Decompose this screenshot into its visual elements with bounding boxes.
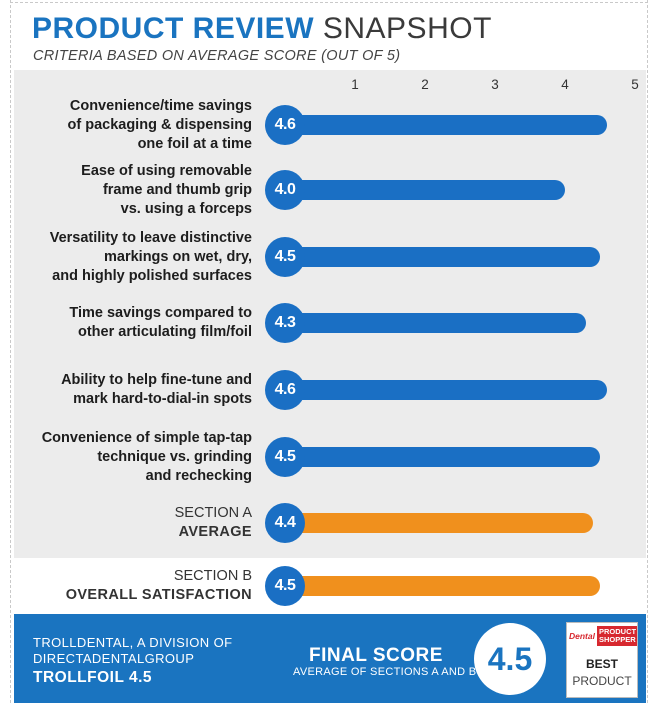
criterion-1-score-badge: 4.6 (265, 105, 305, 145)
x-tick-label: 4 (561, 77, 569, 92)
criterion-6-score-badge: 4.5 (265, 437, 305, 477)
award-header: Dental PRODUCT SHOPPER (567, 623, 637, 649)
criterion-3-bar (285, 247, 600, 267)
criterion-2-label-line: vs. using a forceps (120, 200, 252, 217)
criterion-4-bar (285, 313, 586, 333)
frame-border-right (647, 0, 648, 703)
criterion-3-score-badge: 4.5 (265, 237, 305, 277)
criterion-6-label-line: technique vs. grinding (97, 448, 252, 465)
section-a-average-label: SECTION A AVERAGE (175, 504, 252, 542)
product-name: TROLLFOIL 4.5 (33, 669, 153, 686)
page-title: PRODUCT REVIEW SNAPSHOT (32, 12, 492, 46)
criterion-6-label-line: and rechecking (145, 467, 252, 484)
section-a-average-label-line: SECTION A (174, 505, 252, 521)
criterion-2-label: Ease of using removable frame and thumb g… (81, 162, 252, 219)
criterion-6-label-line: Convenience of simple tap-tap (41, 429, 252, 446)
final-score-label: FINAL SCORE (309, 645, 443, 666)
x-tick-label: 2 (421, 77, 429, 92)
criterion-4-label-line: other articulating film/foil (77, 324, 252, 340)
criterion-1-label-line: one foil at a time (137, 135, 252, 152)
criterion-2-bar (285, 180, 565, 200)
x-tick-label: 3 (491, 77, 499, 92)
criterion-5-label-line: Ability to help fine-tune and (61, 372, 252, 388)
section-b-overall-label-line: SECTION B (173, 568, 252, 584)
page-subtitle: CRITERIA BASED ON AVERAGE SCORE (OUT OF … (33, 48, 401, 64)
criterion-6-bar (285, 447, 600, 467)
criterion-2-label-line: Ease of using removable (81, 162, 252, 179)
criterion-3-label-line: Versatility to leave distinctive (49, 229, 252, 246)
section-b-overall-label: SECTION B OVERALL SATISFACTION (66, 567, 252, 605)
award-brand-dental: Dental (569, 631, 595, 641)
criterion-3-label-line: and highly polished surfaces (52, 267, 252, 284)
title-bold: PRODUCT REVIEW (32, 12, 315, 45)
criterion-3-label: Versatility to leave distinctive markings… (50, 229, 252, 286)
company-line-1: TROLLDENTAL, A DIVISION OF (33, 635, 233, 650)
criterion-5-label-line: mark hard-to-dial-in spots (73, 391, 252, 407)
best-product-award-logo: Dental PRODUCT SHOPPER BEST PRODUCT (566, 622, 638, 698)
final-score-subtitle: AVERAGE OF SECTIONS A AND B (293, 666, 477, 678)
section-a-average-label-line: AVERAGE (178, 524, 252, 540)
criterion-1-bar (285, 115, 607, 135)
final-score-badge: 4.5 (474, 623, 546, 695)
section-b-overall-score-badge: 4.5 (265, 566, 305, 606)
criterion-4-label: Time savings compared to other articulati… (69, 304, 252, 342)
criterion-4-label-line: Time savings compared to (69, 305, 252, 321)
company-line-2: DIRECTADENTALGROUP (33, 651, 195, 666)
criterion-5-bar (285, 380, 607, 400)
frame-border-top (10, 2, 648, 3)
criterion-2-score-badge: 4.0 (265, 170, 305, 210)
section-a-average-score-badge: 4.4 (265, 503, 305, 543)
x-tick-label: 5 (631, 77, 639, 92)
criterion-1-label-line: of packaging & dispensing (67, 116, 253, 133)
criterion-5-label: Ability to help fine-tune and mark hard-t… (61, 371, 252, 409)
final-score-footer: TROLLDENTAL, A DIVISION OF DIRECTADENTAL… (14, 614, 646, 703)
criterion-4-score-badge: 4.3 (265, 303, 305, 343)
x-tick-label: 1 (351, 77, 359, 92)
criterion-1-label-line: Convenience/time savings (69, 97, 252, 114)
frame-border-left (10, 0, 11, 703)
award-product-text: PRODUCT (572, 674, 632, 688)
award-brand-product-shopper: PRODUCT SHOPPER (596, 626, 637, 646)
criterion-2-label-line: frame and thumb grip (102, 181, 252, 198)
section-b-overall-bar (285, 576, 600, 596)
title-light: SNAPSHOT (322, 12, 492, 45)
criterion-1-label: Convenience/time savings of packaging & d… (68, 97, 253, 154)
criterion-6-label: Convenience of simple tap-tap technique v… (42, 429, 252, 486)
section-a-average-bar (285, 513, 593, 533)
criterion-3-label-line: markings on wet, dry, (104, 248, 252, 265)
award-best-text: BEST (585, 657, 618, 671)
criterion-5-score-badge: 4.6 (265, 370, 305, 410)
section-b-overall-label-line: OVERALL SATISFACTION (65, 587, 252, 603)
